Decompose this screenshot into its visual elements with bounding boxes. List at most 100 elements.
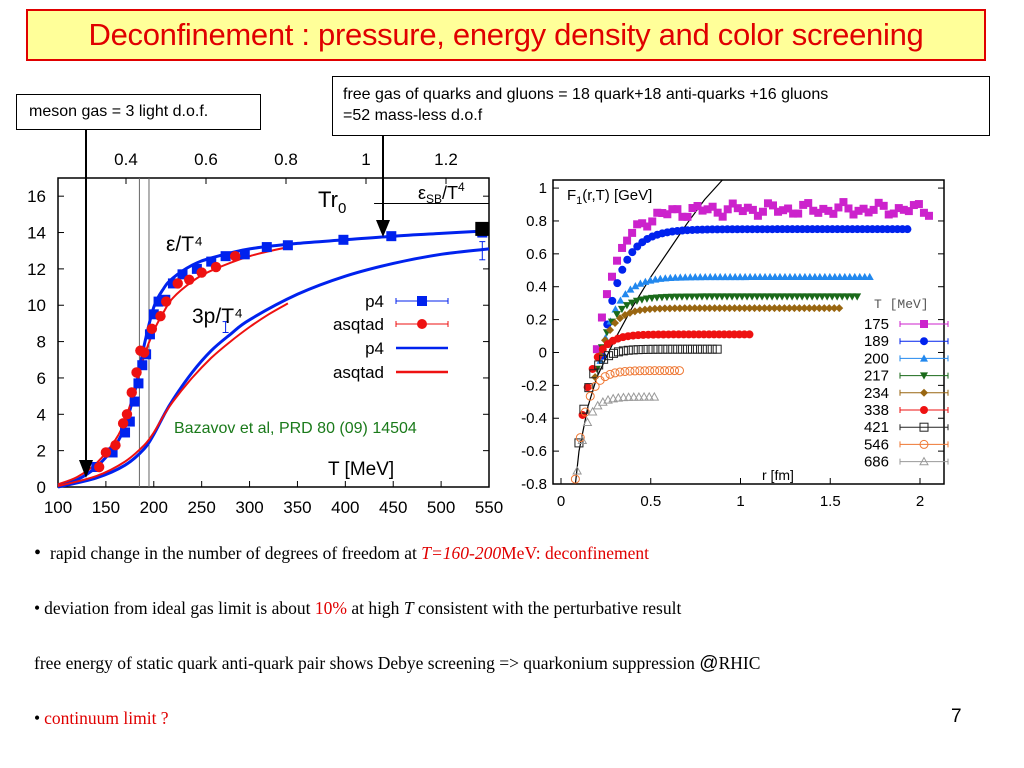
data-point-T175	[653, 208, 662, 217]
data-point-T175	[663, 210, 672, 219]
data-point-T217	[808, 293, 817, 301]
data-point-T217	[713, 293, 722, 301]
x-tick-label: 1.5	[820, 493, 841, 510]
data-point-T175	[743, 203, 752, 212]
data-point-T175	[809, 206, 818, 215]
data-point-T234	[795, 304, 804, 313]
data-point-T421	[643, 344, 653, 354]
data-point-T175	[688, 204, 697, 213]
data-point-T217	[667, 293, 676, 301]
asqtad-data-point	[184, 274, 195, 285]
p4-data-point	[144, 329, 155, 340]
legend-label: 217	[864, 368, 889, 385]
data-point-T234	[715, 304, 724, 313]
data-point-T234	[790, 304, 799, 313]
data-point-T175	[869, 205, 878, 214]
data-point-T175	[763, 199, 772, 208]
data-point-T175	[834, 203, 843, 212]
data-point-T217	[672, 293, 681, 301]
legend-title: T [MeV]	[874, 297, 929, 312]
data-point-T175	[703, 205, 712, 214]
page-number: 7	[951, 706, 962, 727]
data-point-T234	[765, 304, 774, 313]
data-point-T234	[785, 304, 794, 313]
data-point-T217	[677, 293, 686, 301]
data-point-T217	[718, 293, 727, 301]
data-point-T175	[814, 208, 823, 217]
y-tick-label: 16	[27, 187, 46, 206]
y-tick-label: 12	[27, 260, 46, 279]
data-point-T189	[623, 255, 632, 264]
data-point-T686	[623, 392, 634, 401]
data-point-T234	[650, 304, 659, 313]
data-point-T217	[848, 293, 857, 301]
callout-arrows	[79, 130, 390, 478]
legend-marker-T189	[920, 337, 928, 346]
data-point-T686	[608, 393, 619, 403]
x-tick-label: 0.5	[640, 493, 661, 510]
data-point-T234	[750, 304, 759, 313]
asqtad-data-point	[229, 250, 241, 262]
data-point-T175	[799, 200, 808, 209]
series-line-p4-3p-t-line	[57, 247, 490, 489]
y-tick-label: -0.8	[521, 476, 547, 493]
data-point-T546	[630, 366, 640, 376]
data-point-T686	[572, 465, 583, 475]
data-point-T234	[690, 304, 699, 313]
legend-label: asqtad	[333, 363, 384, 382]
bullet-1-text: rapid change in the number of degrees of…	[50, 543, 422, 563]
data-point-T421	[687, 344, 697, 354]
data-point-T234	[640, 305, 649, 314]
data-point-T217	[632, 297, 641, 305]
series-line-asqtad-t-line	[57, 246, 289, 486]
data-point-T175	[819, 204, 828, 213]
data-point-T217	[818, 293, 827, 301]
data-point-T175	[602, 290, 611, 299]
x-axis-label: T [MeV]	[328, 459, 394, 480]
data-point-T175	[884, 210, 893, 219]
charts-canvas: 100 150 200 250 300 350 400 450 500 5500246810121…	[27, 130, 949, 517]
p4-data-point	[177, 269, 188, 280]
p4-data-point	[124, 416, 135, 427]
data-point-T546	[590, 381, 600, 391]
p4-data-point	[120, 427, 131, 438]
asqtad-data-point	[146, 323, 158, 335]
data-point-T421	[692, 344, 702, 354]
data-point-T175	[723, 205, 732, 214]
data-point-T234	[780, 304, 789, 313]
sb-limit-marker	[475, 221, 490, 236]
data-point-T175	[713, 208, 722, 217]
data-point-T546	[600, 372, 610, 382]
y-tick-label: 0	[539, 344, 547, 361]
data-point-T175	[919, 208, 928, 217]
p4-data-point	[338, 234, 349, 245]
reference-potential-line	[574, 180, 723, 484]
data-point-T421	[623, 345, 633, 355]
data-point-T189	[628, 248, 637, 257]
legend-label: 421	[864, 419, 889, 436]
data-point-T175	[678, 212, 687, 221]
asqtad-data-point	[196, 267, 207, 278]
y-tick-label: -0.2	[521, 377, 547, 394]
data-point-T217	[703, 293, 712, 301]
data-point-T421	[574, 438, 584, 448]
asqtad-data-point	[117, 418, 129, 429]
data-point-T175	[889, 209, 898, 218]
y-tick-label: 10	[27, 296, 46, 315]
data-point-T175	[899, 205, 908, 214]
data-point-T217	[763, 293, 772, 301]
data-point-T175	[859, 204, 868, 213]
energy-density-chart: 100 150 200 250 300 350 400 450 500 550 0 2 4 6 8 10 12 1…	[27, 150, 503, 517]
p4-data-point	[137, 360, 148, 371]
data-point-T546	[610, 368, 620, 378]
data-point-T686	[639, 391, 649, 401]
legend-label: 175	[864, 316, 889, 333]
data-point-T175	[683, 212, 692, 221]
x-tick-label: 550	[475, 498, 503, 517]
data-point-T546	[665, 366, 675, 376]
data-point-T175	[633, 220, 642, 229]
asqtad-data-point	[93, 461, 105, 473]
data-point-T421	[673, 344, 683, 354]
data-point-T234	[735, 304, 744, 313]
data-point-T421	[633, 345, 643, 355]
